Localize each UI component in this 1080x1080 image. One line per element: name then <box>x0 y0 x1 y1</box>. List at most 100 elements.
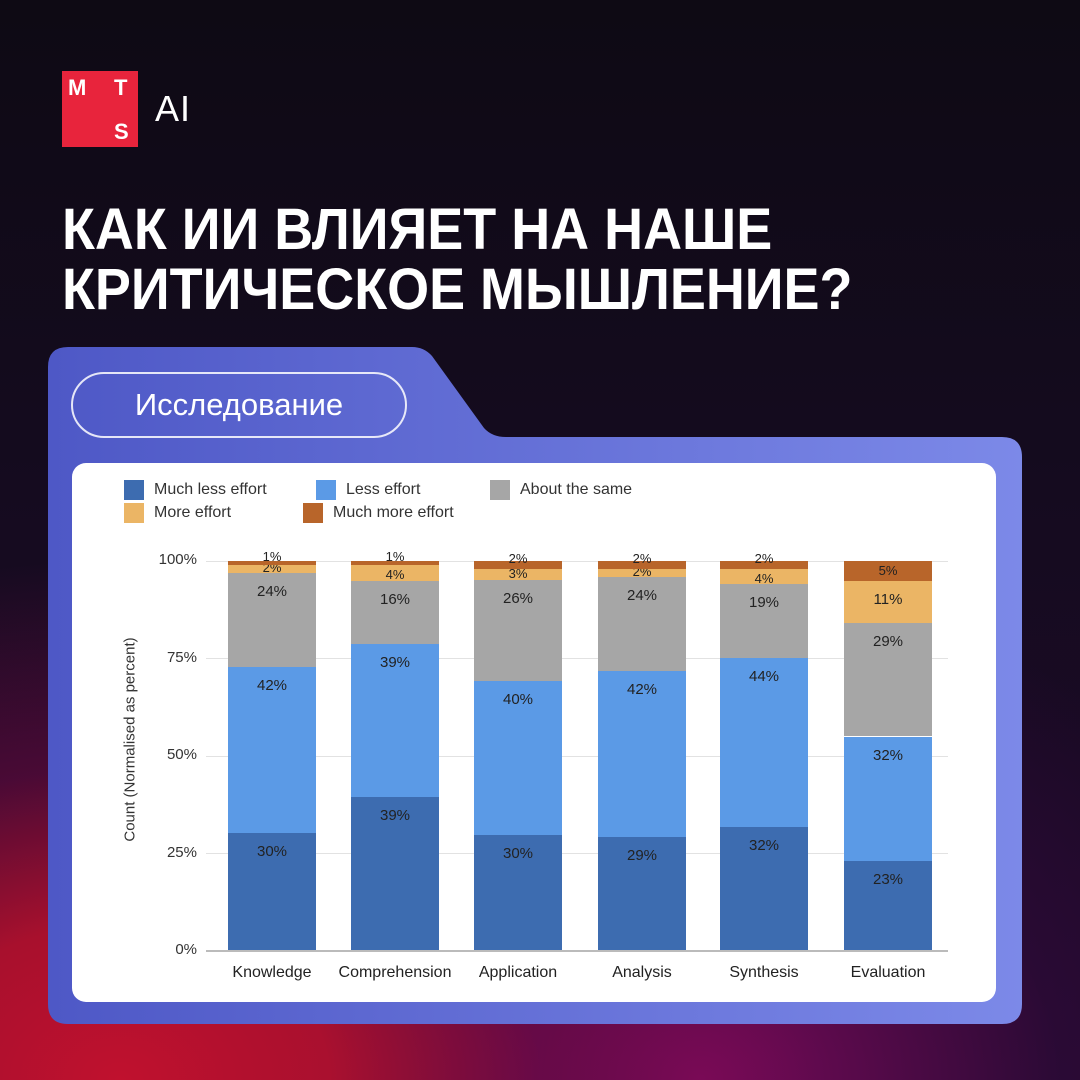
bar-value-label: 2% <box>754 550 774 566</box>
y-tick: 0% <box>175 941 197 958</box>
bar-value-label: 19% <box>748 594 780 612</box>
bar-value-label: 29% <box>626 846 658 864</box>
bar-segment <box>844 623 932 737</box>
x-category-label: Application <box>478 964 558 981</box>
x-axis <box>206 950 948 952</box>
legend-label: Much more effort <box>333 504 454 521</box>
bar-value-label: 1% <box>262 548 282 564</box>
bar-analysis: 29% 42% 24% 2% 2% <box>598 551 686 951</box>
legend-swatch <box>490 480 510 500</box>
bar-knowledge: 30% 42% 24% 2% 1% <box>228 549 316 951</box>
title-line-1: КАК ИИ ВЛИЯЕТ НА НАШЕ <box>62 197 773 262</box>
bar-segment <box>844 736 932 862</box>
logo-letter-s: S <box>114 119 129 144</box>
bar-segment <box>474 580 562 681</box>
bar-segment <box>720 561 808 569</box>
legend-swatch <box>124 480 144 500</box>
bar-value-label: 4% <box>385 566 405 582</box>
research-tag: Исследование <box>71 372 407 438</box>
bar-value-label: 16% <box>379 590 411 608</box>
bar-segment <box>598 836 686 951</box>
bar-value-label: 40% <box>502 690 534 708</box>
x-category-label: Synthesis <box>729 964 799 981</box>
logo-letter-m: M <box>68 75 87 100</box>
bar-segment <box>598 671 686 837</box>
bar-comprehension: 39% 39% 16% 4% 1% <box>351 549 439 951</box>
bar-segment <box>228 832 316 951</box>
bar-segment <box>351 564 439 581</box>
gridline <box>206 658 948 659</box>
x-category-label: Knowledge <box>232 964 312 981</box>
bar-segment <box>228 667 316 833</box>
bar-value-label: 23% <box>872 871 904 889</box>
legend-about-the-same: About the same <box>490 480 632 500</box>
legend-swatch <box>303 503 323 523</box>
bar-value-label: 39% <box>379 653 411 671</box>
bar-segment <box>351 580 439 644</box>
bar-segment <box>598 568 686 577</box>
bar-value-label: 30% <box>502 845 534 863</box>
bar-value-label: 39% <box>379 807 411 825</box>
bar-evaluation: 23% 32% 29% 11% 5% <box>844 561 932 951</box>
bar-synthesis: 32% 44% 19% 4% 2% <box>720 551 808 951</box>
legend-swatch <box>124 503 144 523</box>
bar-value-label: 29% <box>872 633 904 651</box>
legend-more-effort: More effort <box>124 503 231 523</box>
bar-segment <box>228 564 316 573</box>
bar-segment <box>228 561 316 565</box>
bar-segment <box>598 576 686 672</box>
bar-segment <box>351 643 439 798</box>
bar-segment <box>720 584 808 658</box>
title-line-2: КРИТИЧЕСКОЕ МЫШЛЕНИЕ? <box>62 257 853 322</box>
y-tick: 50% <box>166 746 197 763</box>
bar-value-label: 42% <box>626 681 658 699</box>
bar-segment <box>720 657 808 828</box>
bar-value-label: 24% <box>626 586 658 604</box>
y-tick: 75% <box>166 649 197 666</box>
bar-segment <box>720 827 808 951</box>
legend-much-less-effort: Much less effort <box>124 480 267 500</box>
bar-segment <box>474 680 562 836</box>
bar-segment <box>228 572 316 668</box>
bar-segment <box>720 568 808 585</box>
bar-value-label: 2% <box>632 550 652 566</box>
legend-less-effort: Less effort <box>316 480 420 500</box>
bar-application: 30% 40% 26% 3% 2% <box>474 551 562 951</box>
legend-label: About the same <box>520 481 633 498</box>
mts-logo: M T S <box>62 71 138 147</box>
bar-segment <box>844 580 932 624</box>
gridline <box>206 561 948 562</box>
legend-label: Much less effort <box>154 481 267 498</box>
logo-letter-t: T <box>114 75 128 100</box>
bar-segment <box>474 561 562 569</box>
y-axis-label: Count (Normalised as percent) <box>121 637 139 842</box>
page-title: КАК ИИ ВЛИЯЕТ НА НАШЕ КРИТИЧЕСКОЕ МЫШЛЕН… <box>62 200 852 320</box>
bar-value-label: 5% <box>878 563 898 578</box>
bar-value-label: 24% <box>256 582 288 600</box>
gridline <box>206 756 948 757</box>
gridline <box>206 853 948 854</box>
y-tick: 25% <box>166 844 197 861</box>
y-tick: 100% <box>158 551 197 568</box>
bar-value-label: 11% <box>873 590 903 608</box>
legend-swatch <box>316 480 336 500</box>
bar-value-label: 1% <box>385 548 405 564</box>
bar-value-label: 32% <box>872 746 904 764</box>
bar-value-label: 44% <box>748 667 780 685</box>
x-category-label: Evaluation <box>850 964 926 981</box>
bar-segment <box>844 861 932 951</box>
x-category-label: Analysis <box>612 964 672 981</box>
bar-value-label: 3% <box>508 565 528 581</box>
legend-label: More effort <box>154 504 232 521</box>
bar-segment <box>474 568 562 581</box>
bar-segment <box>351 797 439 951</box>
bar-segment <box>598 561 686 569</box>
bar-segment <box>351 561 439 565</box>
bar-value-label: 2% <box>508 550 528 566</box>
bar-segment <box>474 835 562 951</box>
bar-value-label: 42% <box>256 677 288 695</box>
legend-much-more-effort: Much more effort <box>303 503 454 523</box>
chart-card: Much less effort Less effort About the s… <box>72 463 996 1002</box>
legend-label: Less effort <box>346 481 421 498</box>
x-category-label: Comprehension <box>338 964 452 981</box>
